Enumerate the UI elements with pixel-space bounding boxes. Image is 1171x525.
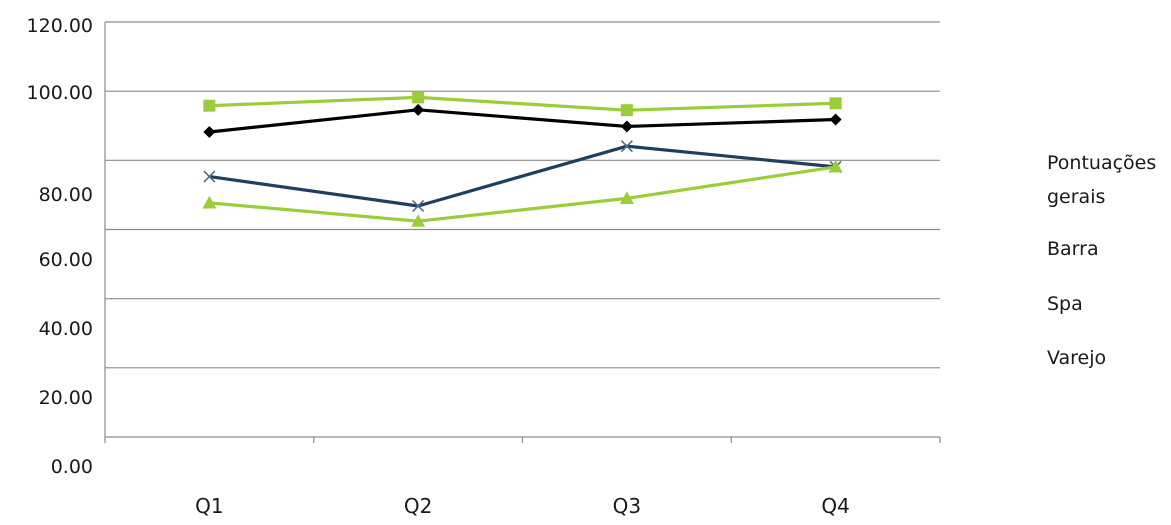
series-marker — [828, 159, 843, 173]
series-line — [209, 95, 836, 112]
x-category-label: Q4 — [821, 494, 849, 518]
series-line — [209, 108, 836, 134]
legend: Pontuações gerais Barra Spa Varejo — [1047, 152, 1156, 369]
series-barra — [203, 91, 842, 117]
series-marker — [202, 195, 217, 209]
series-varejo — [202, 159, 843, 227]
series-lines — [202, 91, 843, 227]
series-spa — [203, 140, 842, 213]
gridlines — [105, 21, 940, 369]
series-marker — [411, 214, 426, 227]
y-tick-label: 80.00 — [39, 184, 93, 206]
series-line — [209, 144, 836, 208]
x-tick-labels: Q1 Q2 Q3 Q4 — [195, 494, 850, 518]
series-marker — [203, 170, 216, 183]
series-marker — [412, 199, 425, 213]
series-marker — [829, 97, 842, 110]
y-tick-label: 40.00 — [39, 318, 93, 340]
x-category-label: Q3 — [613, 494, 641, 518]
x-category-label: Q1 — [195, 494, 223, 518]
legend-label: gerais — [1047, 186, 1105, 208]
axes — [104, 22, 941, 443]
series-marker — [412, 103, 425, 116]
legend-label: Barra — [1047, 238, 1099, 260]
y-tick-label: 0.00 — [51, 456, 93, 478]
legend-label: Spa — [1047, 293, 1083, 315]
y-tick-label: 120.00 — [27, 15, 93, 37]
series-pontua-es-gerais — [203, 103, 842, 138]
series-marker — [203, 99, 216, 112]
y-tick-labels: 0.00 20.00 40.00 60.00 80.00 100.00 120.00 — [27, 15, 93, 478]
legend-label: Varejo — [1047, 347, 1106, 369]
y-tick-label: 60.00 — [39, 249, 93, 271]
x-category-label: Q2 — [404, 494, 432, 518]
series-marker — [620, 104, 633, 117]
series-marker — [620, 120, 633, 133]
series-marker — [620, 140, 633, 153]
series-marker — [619, 191, 634, 204]
series-marker — [203, 125, 216, 138]
y-tick-label: 20.00 — [39, 387, 93, 409]
y-tick-label: 100.00 — [27, 82, 93, 104]
series-marker — [412, 91, 425, 104]
series-line — [209, 165, 836, 223]
legend-label: Pontuações — [1047, 152, 1156, 174]
series-marker — [829, 113, 842, 126]
